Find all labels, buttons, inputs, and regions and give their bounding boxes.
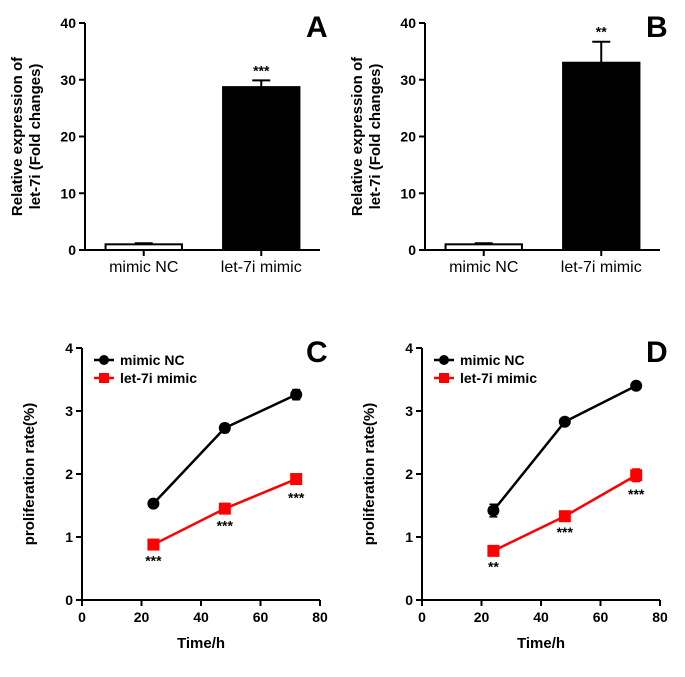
panel-label: D xyxy=(646,336,668,369)
bar xyxy=(223,87,299,250)
svg-text:10: 10 xyxy=(400,185,416,201)
svg-text:80: 80 xyxy=(652,609,668,625)
svg-text:0: 0 xyxy=(418,609,426,625)
y-axis-label: let-7i (Fold changes) xyxy=(27,64,44,210)
svg-text:30: 30 xyxy=(60,72,76,88)
bar xyxy=(446,244,522,250)
svg-text:0: 0 xyxy=(65,592,73,608)
y-axis-label: let-7i (Fold changes) xyxy=(367,64,384,210)
marker-square xyxy=(219,503,231,515)
legend-label: mimic NC xyxy=(120,352,185,368)
category-label: mimic NC xyxy=(449,259,518,276)
x-axis-label: Time/h xyxy=(517,635,565,652)
svg-text:20: 20 xyxy=(400,129,416,145)
marker-circle xyxy=(487,505,499,517)
significance-label: *** xyxy=(253,62,270,78)
marker-circle xyxy=(559,416,571,428)
svg-text:40: 40 xyxy=(533,609,549,625)
significance-label: *** xyxy=(145,552,162,568)
y-axis-label: Relative expression of xyxy=(9,56,26,216)
svg-text:10: 10 xyxy=(60,185,76,201)
svg-text:20: 20 xyxy=(474,609,490,625)
panel-label: C xyxy=(306,336,328,369)
svg-text:0: 0 xyxy=(408,242,416,258)
significance-label: *** xyxy=(288,489,305,505)
y-axis-label: Relative expression of xyxy=(349,56,366,216)
panel-C: 01234020406080*********mimic NClet-7i mi… xyxy=(10,330,330,660)
svg-text:2: 2 xyxy=(65,466,73,482)
svg-text:0: 0 xyxy=(78,609,86,625)
svg-text:40: 40 xyxy=(60,15,76,31)
marker-square xyxy=(147,539,159,551)
y-axis-label: proliferation rate(%) xyxy=(361,403,378,546)
significance-label: *** xyxy=(217,518,234,534)
svg-text:80: 80 xyxy=(312,609,328,625)
figure: 010203040mimic NClet-7i mimic***Relative… xyxy=(0,0,685,677)
significance-label: ** xyxy=(596,24,607,40)
svg-text:0: 0 xyxy=(405,592,413,608)
legend-label: let-7i mimic xyxy=(460,370,537,386)
panel-A: 0 10 20 30 40 mimic NC let-7i mimic *** Relative… xyxy=(10,5,330,285)
svg-text:40: 40 xyxy=(400,15,416,31)
category-label: let-7i mimic xyxy=(221,259,302,276)
significance-label: *** xyxy=(628,486,645,502)
bar xyxy=(563,63,639,250)
svg-text:4: 4 xyxy=(65,340,73,356)
legend-label: mimic NC xyxy=(460,352,525,368)
svg-text:3: 3 xyxy=(65,403,73,419)
significance-label: ** xyxy=(488,559,499,575)
svg-text:2: 2 xyxy=(405,466,413,482)
svg-text:0: 0 xyxy=(68,242,76,258)
marker-square xyxy=(559,510,571,522)
svg-text:1: 1 xyxy=(65,529,73,545)
significance-label: *** xyxy=(557,524,574,540)
marker-square xyxy=(630,469,642,481)
category-label: let-7i mimic xyxy=(561,259,642,276)
legend-label: let-7i mimic xyxy=(120,370,197,386)
x-axis-label: Time/h xyxy=(177,635,225,652)
marker-circle xyxy=(147,498,159,510)
panel-label: A xyxy=(306,11,328,44)
svg-text:4: 4 xyxy=(405,340,413,356)
marker-circle xyxy=(219,422,231,434)
marker-circle xyxy=(630,380,642,392)
svg-text:3: 3 xyxy=(405,403,413,419)
svg-text:60: 60 xyxy=(253,609,269,625)
marker-square xyxy=(290,473,302,485)
y-axis-label: proliferation rate(%) xyxy=(21,403,38,546)
category-label: mimic NC xyxy=(109,259,178,276)
svg-text:60: 60 xyxy=(593,609,609,625)
svg-text:20: 20 xyxy=(60,129,76,145)
marker-square xyxy=(487,545,499,557)
panel-D: 01234020406080********mimic NClet-7i mim… xyxy=(350,330,670,660)
panel-label: B xyxy=(646,11,668,44)
svg-text:1: 1 xyxy=(405,529,413,545)
bar xyxy=(106,244,182,250)
series-line xyxy=(493,386,636,511)
marker-circle xyxy=(290,389,302,401)
svg-text:40: 40 xyxy=(193,609,209,625)
svg-text:20: 20 xyxy=(134,609,150,625)
panel-B: 0 10 20 30 40 mimic NC let-7i mimic ** Relative … xyxy=(350,5,670,285)
svg-text:30: 30 xyxy=(400,72,416,88)
